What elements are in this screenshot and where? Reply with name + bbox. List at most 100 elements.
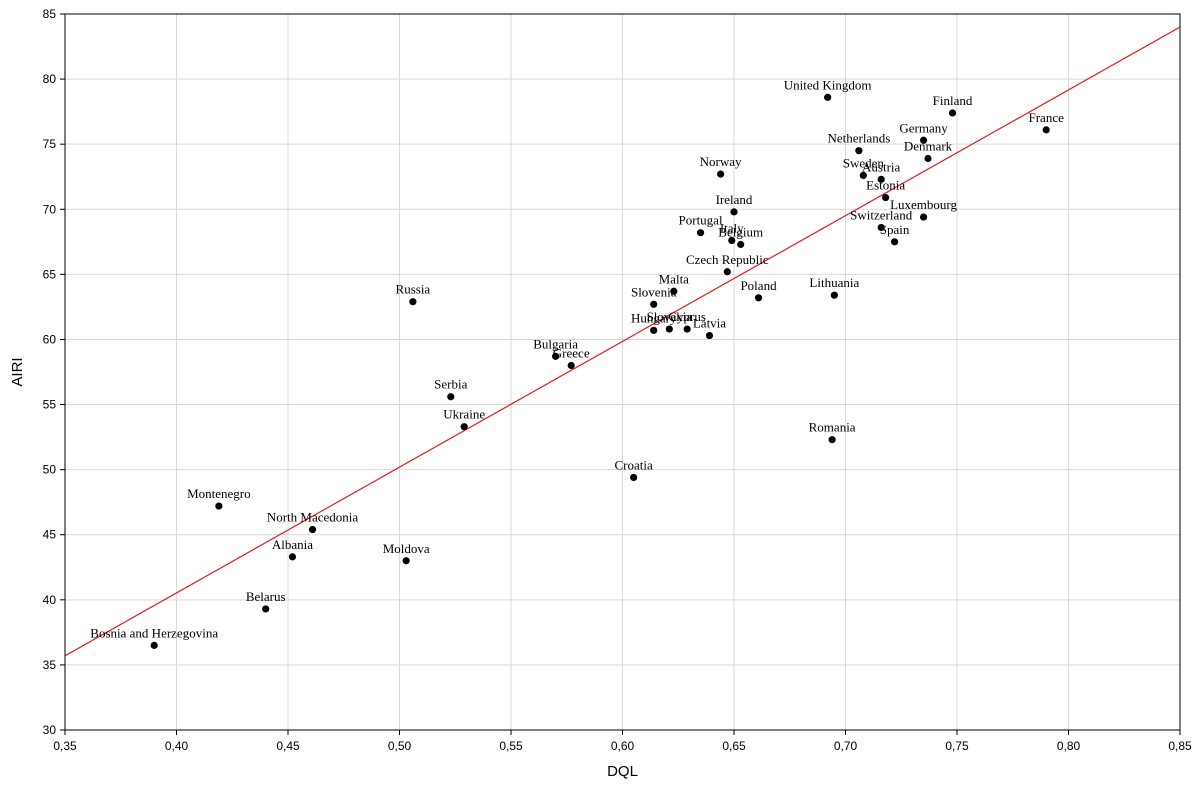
point-label: Portugal [679,213,723,228]
y-tick-label: 35 [43,658,57,672]
data-point [683,325,691,333]
data-point [1042,126,1050,134]
y-axis-title: AIRI [9,357,26,386]
data-point [670,287,678,295]
data-point [717,170,725,178]
data-point [824,93,832,101]
point-label: Serbia [434,377,467,392]
point-label: Russia [396,282,431,297]
point-label: Belarus [246,589,286,604]
x-tick-label: 0,65 [722,739,746,753]
data-point [460,423,468,431]
point-label: Ireland [716,192,753,207]
point-label: Slovakia [647,309,693,324]
y-tick-label: 55 [43,398,57,412]
data-point [308,525,317,534]
x-tick-label: 0,45 [276,739,300,753]
point-label: Moldova [383,541,430,556]
y-tick-label: 75 [43,137,57,151]
point-label: Luxembourg [890,197,957,212]
data-point [828,436,836,444]
data-point [877,223,885,232]
data-point [924,154,932,163]
data-point [262,605,270,613]
point-label: Ukraine [443,407,485,422]
x-tick-label: 0,35 [53,739,77,753]
data-point [737,240,745,249]
point-label: Estonia [866,178,905,193]
x-tick-label: 0,40 [165,739,189,753]
data-point [859,171,867,180]
data-point [754,294,763,302]
y-tick-label: 85 [43,7,57,21]
y-tick-label: 65 [43,267,57,281]
axes: 0,35 0,40 0,45 0,50 0,55 0,60 0,65 0,70 0,75 0,80… [43,7,1192,753]
point-label: Spain [880,222,910,237]
point-label: Albania [272,537,313,552]
data-point [650,326,658,334]
point-label: United Kingdom [784,77,872,92]
data-point [728,236,736,245]
y-tick-label: 70 [43,202,57,216]
y-tick-label: 40 [43,593,57,607]
data-point [830,291,838,299]
data-point [150,641,158,649]
y-tick-label: 80 [43,72,57,86]
point-label: Italy [720,221,744,236]
data-point [919,136,928,144]
data-point [288,553,297,561]
fit-line-group [65,26,1180,657]
point-label: Latvia [693,316,726,331]
data-point [215,502,223,510]
data-point [890,238,899,246]
point-label: Denmark [904,139,953,154]
data-point [409,298,417,306]
point-label: Malta [659,271,690,286]
x-tick-label: 0,60 [611,739,635,753]
data-point [630,473,638,482]
point-label: Germany [899,120,948,135]
point-label: France [1029,110,1065,125]
y-tick-label: 45 [43,528,57,542]
point-label: Switzerland [850,207,913,222]
point-label: Romania [809,420,856,435]
point-label: Greece [553,345,590,360]
x-tick-label: 0,70 [834,739,858,753]
x-tick-label: 0,85 [1168,739,1192,753]
point-label: Austria [862,159,901,174]
y-tick-label: 50 [43,463,57,477]
data-point [402,557,410,565]
data-point [567,361,575,370]
point-label: Lithuania [809,275,859,290]
data-point [665,325,673,333]
data-point [650,300,658,308]
data-point [696,229,705,237]
point-label: Poland [740,278,777,293]
point-label: Montenegro [187,486,251,501]
point-label: Finland [933,93,973,108]
x-tick-label: 0,55 [499,739,523,753]
point-label: Sweden [843,155,885,170]
point-label: Belgium [718,224,763,239]
data-point [705,331,714,340]
regression-line [65,26,1180,657]
y-tick-label: 60 [43,332,57,346]
x-tick-label: 0,80 [1057,739,1081,753]
point-label: Hungary [631,310,677,325]
point-label: Norway [700,154,742,169]
data-point [723,268,731,276]
data-point [882,193,890,202]
data-point [447,393,455,401]
data-point [855,147,863,155]
x-tick-label: 0,75 [945,739,969,753]
data-point [919,213,928,221]
points-group: United Kingdom Finland France Germany Nether… [90,77,1064,649]
point-label: Bosnia and Herzegovina [90,625,218,640]
data-point [730,208,738,216]
point-label: Croatia [615,457,653,472]
point-label: Bulgaria [533,336,578,351]
data-point [877,175,885,183]
point-label: Slovenia [631,284,677,299]
point-label: Cyprus [668,309,706,324]
